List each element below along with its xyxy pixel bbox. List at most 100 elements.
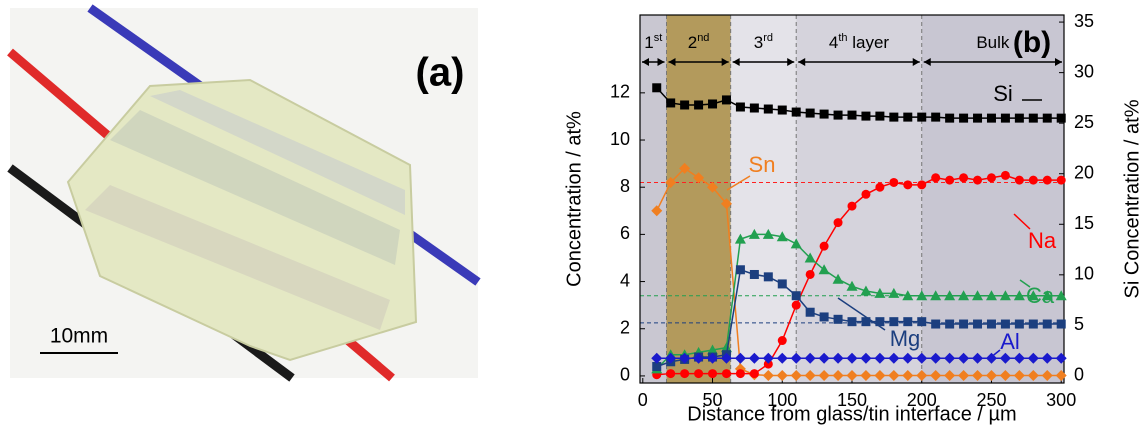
marker [848, 202, 857, 211]
marker [1001, 114, 1010, 123]
marker [736, 369, 745, 378]
marker [820, 312, 829, 321]
layer-label-part: Bulk [976, 33, 1010, 52]
y2-tick-label: 20 [1074, 162, 1094, 182]
marker [917, 180, 926, 189]
marker [945, 114, 954, 123]
marker [778, 279, 787, 288]
y-tick-label: 8 [620, 176, 630, 196]
photo: (a) 10mm [10, 8, 478, 378]
marker [750, 270, 759, 279]
series-label: Si [993, 81, 1013, 106]
y-tick-label: 6 [620, 223, 630, 243]
marker [750, 104, 759, 113]
layer-label-part: 2 [688, 33, 697, 52]
layer-label: 4th layer [829, 32, 890, 53]
marker [945, 320, 954, 329]
marker [1001, 171, 1010, 180]
marker [973, 320, 982, 329]
marker [1057, 320, 1066, 329]
marker [820, 110, 829, 119]
layer-label-part: 1 [644, 33, 653, 52]
series-label: Na [1028, 228, 1057, 253]
layer-label-part: layer [848, 33, 890, 52]
marker [917, 113, 926, 122]
panel-label: (b) [1013, 26, 1051, 59]
marker [792, 291, 801, 300]
series-label: Ca [1026, 283, 1055, 308]
marker [931, 173, 940, 182]
marker [680, 369, 689, 378]
marker [1057, 176, 1066, 185]
layer-label: Bulk [976, 33, 1010, 52]
marker [959, 173, 968, 182]
marker [973, 176, 982, 185]
y-tick-label: 12 [610, 82, 630, 102]
marker [889, 113, 898, 122]
marker [736, 265, 745, 274]
marker [834, 218, 843, 227]
marker [1001, 320, 1010, 329]
y2-tick-label: 30 [1074, 61, 1094, 81]
marker [806, 270, 815, 279]
figure: (a) 10mm 1st2nd3rd4th layerBulk(b)050100… [0, 0, 1148, 429]
marker [959, 114, 968, 123]
marker [778, 336, 787, 345]
series-label: Sn [749, 152, 776, 177]
marker [1043, 176, 1052, 185]
marker [987, 173, 996, 182]
marker [889, 317, 898, 326]
marker [1029, 176, 1038, 185]
marker [1015, 114, 1024, 123]
marker [792, 301, 801, 310]
marker [1015, 176, 1024, 185]
layer-label-part: rd [763, 32, 773, 44]
x-tick-label: 300 [1046, 390, 1076, 410]
marker [931, 320, 940, 329]
marker [875, 183, 884, 192]
panel-label: (a) [416, 51, 465, 95]
marker [764, 105, 773, 114]
y-tick-label: 0 [620, 365, 630, 385]
marker [973, 114, 982, 123]
marker [764, 272, 773, 281]
marker [806, 308, 815, 317]
y-axis-label: Concentration / at% [563, 111, 585, 287]
marker [708, 369, 717, 378]
series-label: Al [1000, 329, 1020, 354]
marker [987, 114, 996, 123]
marker [861, 190, 870, 199]
y2-tick-label: 35 [1074, 11, 1094, 31]
y2-tick-label: 0 [1074, 365, 1084, 385]
marker [666, 98, 675, 107]
layer-label-part: nd [697, 32, 709, 44]
marker [875, 112, 884, 121]
marker [1029, 320, 1038, 329]
marker [666, 369, 675, 378]
y2-axis-label: Si Concentration / at% [1121, 99, 1143, 298]
layer-label-part: st [654, 32, 663, 44]
marker [750, 369, 759, 378]
marker [820, 242, 829, 251]
layer-band [731, 15, 797, 383]
y2-tick-label: 25 [1074, 112, 1094, 132]
series-label: Mg [890, 326, 921, 351]
marker [917, 317, 926, 326]
marker [792, 108, 801, 117]
marker [889, 178, 898, 187]
marker [694, 369, 703, 378]
scale-bar-label: 10mm [50, 325, 108, 348]
marker [945, 176, 954, 185]
marker [694, 100, 703, 109]
marker [1029, 114, 1038, 123]
marker [708, 99, 717, 108]
marker [736, 103, 745, 112]
marker [722, 369, 731, 378]
marker [722, 95, 731, 104]
marker [1015, 320, 1024, 329]
marker [931, 113, 940, 122]
marker [848, 317, 857, 326]
marker [652, 83, 661, 92]
marker [903, 180, 912, 189]
